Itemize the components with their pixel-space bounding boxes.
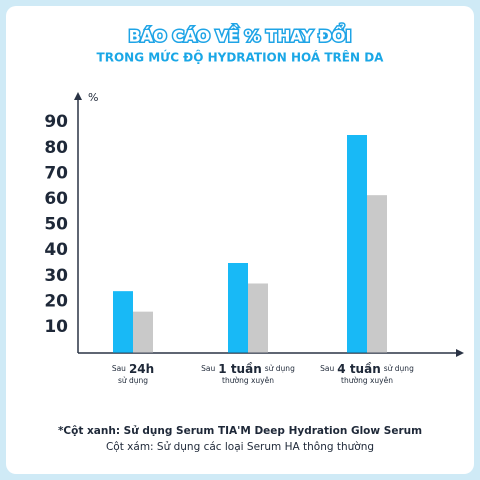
y-tick-label: 60 — [44, 189, 68, 209]
y-tick-label: 70 — [44, 163, 68, 183]
bar — [113, 291, 133, 353]
legend-entry: Cột xám: Sử dụng các loại Serum HA thông… — [106, 441, 374, 453]
y-tick-label: 30 — [44, 266, 68, 286]
chart-subtitle: TRONG MỨC ĐỘ HYDRATION HOÁ TRÊN DA — [97, 50, 385, 65]
y-axis-arrow — [74, 92, 82, 100]
x-tick-label: Sau 24h — [112, 362, 154, 376]
x-tick-label-part: 24h — [129, 362, 154, 376]
x-axis-arrow — [456, 349, 464, 357]
bar — [133, 311, 153, 353]
x-tick-label-part: 4 tuần — [337, 362, 380, 376]
bar — [248, 283, 268, 353]
y-axis-label: % — [88, 91, 98, 104]
x-tick-label-part: Sau — [201, 364, 215, 373]
x-tick-label-part: sử dụng — [384, 364, 414, 373]
x-tick-label-part: 1 tuần — [218, 362, 261, 376]
x-tick-label-part: sử dụng — [265, 364, 295, 373]
bar — [347, 135, 367, 353]
card — [6, 6, 474, 474]
y-tick-label: 80 — [44, 138, 68, 158]
x-tick-label-part: Sau — [320, 364, 334, 373]
chart-title: BÁO CÁO VỀ % THAY ĐỔI — [129, 24, 352, 46]
y-tick-label: 40 — [44, 240, 68, 260]
x-tick-label-line: thường xuyên — [222, 376, 274, 385]
x-tick-label-line: sử dụng — [118, 376, 148, 385]
y-tick-label: 90 — [44, 112, 68, 132]
y-tick-label: 50 — [44, 215, 68, 235]
y-tick-label: 20 — [44, 291, 68, 311]
x-tick-label: Sau 1 tuần sử dụng — [201, 362, 295, 376]
legend-entry: *Cột xanh: Sử dụng Serum TIA'M Deep Hydr… — [58, 425, 422, 437]
x-tick-label-line: thường xuyên — [341, 376, 393, 385]
bar — [228, 263, 248, 353]
bar — [367, 195, 387, 353]
y-tick-label: 10 — [44, 317, 68, 337]
x-tick-label-part: Sau — [112, 364, 126, 373]
x-tick-label: Sau 4 tuần sử dụng — [320, 362, 414, 376]
